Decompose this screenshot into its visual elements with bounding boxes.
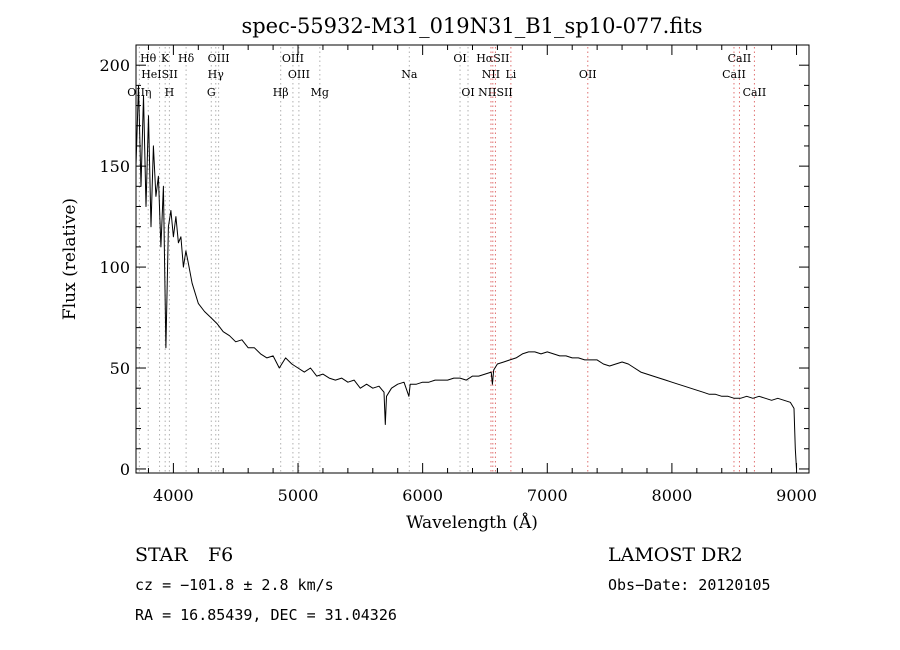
star-subclass: F6 [208,544,233,566]
line-label: K [161,52,170,65]
line-label: Hθ [140,52,157,65]
line-label: Hδ [178,52,195,65]
y-tick-label: 200 [99,56,130,75]
line-label: HeISII [141,68,178,81]
y-tick-label: 0 [120,460,130,479]
line-label: G [207,86,216,99]
line-label: OIII [288,68,310,81]
line-label: CaII [722,68,746,81]
survey-name: LAMOST DR2 [608,544,743,566]
x-tick-label: 5000 [278,486,319,505]
line-label: HαSII [476,52,509,65]
line-label: OI [461,86,474,99]
x-axis-label: Wavelength (Å) [406,512,538,533]
line-label: Na [401,68,418,81]
coordinates: RA = 16.85439, DEC = 31.04326 [135,606,397,624]
x-tick-label: 4000 [153,486,194,505]
line-label: H [165,86,175,99]
line-label: OII [579,68,597,81]
star-class: STAR [135,544,188,566]
line-label: OIII [208,52,230,65]
plot-frame [135,44,810,474]
y-axis-label: Flux (relative) [60,198,80,320]
x-tick-label: 6000 [402,486,443,505]
y-axis: 0 50 100 150 200 [99,56,809,479]
y-tick-label: 100 [99,258,130,277]
spectral-line-markers: Hθ K Hδ OIII OIII OI HαSII CaII HeISII Hγ OIII Na NI… [127,47,766,473]
line-label: Hβ [273,86,289,99]
y-tick-label: 150 [99,157,130,176]
line-label: Hγ [208,68,225,81]
line-label: Mg [311,86,329,99]
line-label: CaII [728,52,752,65]
line-label: CaII [743,86,767,99]
line-label: NII [482,68,500,81]
y-tick-label: 50 [110,359,130,378]
x-tick-label: 7000 [527,486,568,505]
x-axis: 4000 5000 6000 7000 8000 9000 [147,45,817,505]
line-label: NIISII [478,86,513,99]
line-label: OI [453,52,466,65]
chart-title: spec-55932-M31_019N31_B1_sp10-077.fits [241,14,702,38]
redshift-readout: cz = −101.8 ± 2.8 km/s [135,576,334,594]
x-tick-label: 9000 [776,486,817,505]
line-label: OIIη [127,86,151,99]
line-label: Li [505,68,516,81]
x-tick-label: 8000 [652,486,693,505]
line-label: OIII [282,52,304,65]
spectrum-line [135,84,797,470]
obs-date: Obs−Date: 20120105 [608,576,771,594]
spectrum-layer [135,84,797,470]
